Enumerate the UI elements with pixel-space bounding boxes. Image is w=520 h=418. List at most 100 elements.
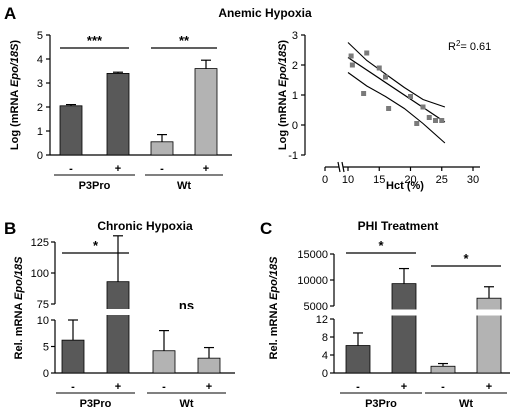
significance-label: **: [179, 33, 190, 48]
scatter-point: [349, 62, 355, 68]
x-tick-label: 20: [404, 174, 416, 186]
panel-c-title: PHI Treatment: [358, 219, 439, 233]
scatter-point: [439, 118, 445, 123]
scatter-point: [348, 53, 354, 59]
treatment-label: +: [206, 381, 212, 393]
panel-c-ylabel: Rel. mRNA Epo/18S: [268, 256, 280, 360]
axis-break-mark: [341, 161, 345, 173]
treatment-label: -: [356, 381, 360, 393]
scatter-point: [414, 121, 420, 126]
y-tick-label: 0: [292, 120, 298, 132]
panel-b-title: Chronic Hypoxia: [97, 219, 193, 233]
group-label-wt: Wt: [177, 180, 191, 192]
bar-p3pro-0: [345, 345, 371, 374]
treatment-label: -: [160, 163, 164, 175]
y-tick-label: 5: [43, 342, 49, 354]
treatment-label: +: [115, 163, 121, 175]
panel-b-ylabel: Rel. mRNA Epo/18S: [13, 256, 25, 360]
significance-label: *: [93, 238, 99, 253]
x-tick-label: 10: [342, 174, 354, 186]
significance-label: ***: [87, 33, 103, 48]
x-tick-label: 0: [322, 174, 328, 186]
group-label-wt: Wt: [179, 398, 193, 410]
y-tick-label: 3: [37, 78, 43, 90]
y-tick-label: 100: [31, 268, 49, 280]
scatter-point: [426, 115, 432, 120]
x-tick-label: 30: [467, 174, 479, 186]
scatter-xlabel: Hct (%): [386, 180, 424, 192]
y-tick-label: 1: [37, 126, 43, 138]
scatter-point: [383, 74, 388, 80]
scatter-point: [420, 104, 426, 110]
x-tick-label: 25: [436, 174, 448, 186]
bar-wt-0: [150, 141, 174, 156]
treatment-label: +: [486, 381, 492, 393]
panel-a-title: Anemic Hypoxia: [218, 6, 312, 20]
confidence-band-upper: [347, 42, 446, 108]
x-tick-label: 15: [373, 174, 385, 186]
bar-p3pro-0: [59, 105, 83, 156]
y-tick-label: -1: [288, 150, 298, 162]
significance-label: *: [463, 251, 469, 266]
treatment-label: +: [401, 381, 407, 393]
panel-a-right-ylabel: Log (mRNA Epo/18S): [277, 40, 289, 151]
y-tick-label: 10000: [297, 275, 328, 287]
bar-p3pro-1: [106, 73, 130, 156]
bar-wt-0: [152, 350, 176, 374]
y-tick-label: 0: [43, 368, 49, 380]
scatter-point: [433, 118, 438, 123]
bar-wt-1: [197, 357, 221, 374]
bar-wt-1: [476, 297, 502, 374]
bar-p3pro-1: [106, 281, 130, 374]
scatter-point: [361, 91, 367, 96]
confidence-band-lower: [347, 72, 446, 144]
scatter-point: [364, 50, 370, 56]
scatter-point: [408, 94, 413, 99]
y-tick-label: 0: [322, 368, 328, 380]
y-tick-label: 8: [322, 332, 328, 344]
panel-letter-b: B: [4, 219, 16, 238]
group-label-p3pro: P3Pro: [365, 398, 397, 410]
bar-p3pro-0: [61, 339, 85, 374]
group-label-p3pro: P3Pro: [79, 180, 111, 192]
panel-letter-a: A: [4, 4, 16, 23]
y-tick-label: 75: [37, 299, 49, 311]
r-squared-annotation: R2= 0.61: [448, 39, 491, 54]
bar-p3pro-1: [391, 283, 417, 374]
y-tick-label: 12: [316, 314, 328, 326]
y-tick-label: 0: [37, 150, 43, 162]
treatment-label: -: [162, 381, 166, 393]
axis-break-gap: [57, 309, 237, 315]
group-label-p3pro: P3Pro: [80, 398, 112, 410]
axis-break-gap: [336, 309, 512, 316]
bar-wt-0: [430, 365, 456, 374]
y-tick-label: 15000: [297, 249, 328, 261]
group-label-wt: Wt: [459, 398, 473, 410]
y-tick-label: 2: [37, 102, 43, 114]
y-tick-label: 10: [37, 315, 49, 327]
scatter-point: [386, 106, 392, 111]
treatment-label: +: [203, 163, 209, 175]
regression-line: [347, 57, 446, 123]
treatment-label: -: [441, 381, 445, 393]
y-tick-label: 125: [31, 237, 49, 249]
y-tick-label: 3: [292, 30, 298, 42]
y-tick-label: 4: [322, 350, 328, 362]
treatment-label: -: [71, 381, 75, 393]
y-tick-label: 5: [37, 30, 43, 42]
treatment-label: -: [69, 163, 73, 175]
significance-label: *: [378, 238, 384, 253]
y-tick-label: 4: [37, 54, 43, 66]
bar-wt-1: [194, 68, 218, 156]
panel-letter-c: C: [260, 219, 272, 238]
scatter-point: [376, 65, 382, 71]
treatment-label: +: [115, 381, 121, 393]
panel-a-ylabel: Log (mRNA Epo/18S): [9, 40, 21, 151]
y-tick-label: 1: [292, 90, 298, 102]
y-tick-label: 5000: [304, 301, 328, 313]
